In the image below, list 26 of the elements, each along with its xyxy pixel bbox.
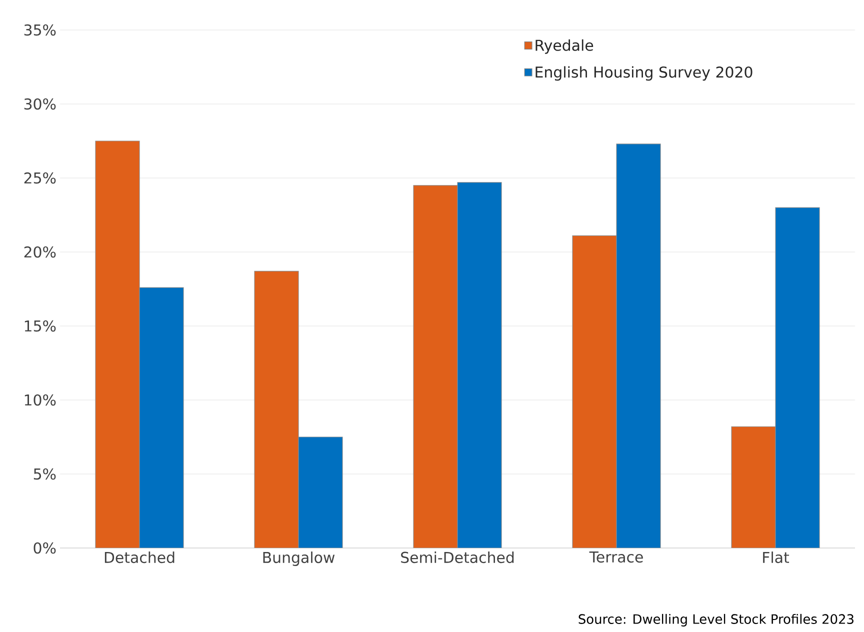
x-tick-label: Semi-Detached xyxy=(401,552,514,564)
y-tick-label: 5% xyxy=(34,468,56,480)
legend-label: English Housing Survey 2020 xyxy=(536,66,752,81)
y-tick-label: 25% xyxy=(24,172,56,184)
x-tick-label: Bungalow xyxy=(263,552,335,566)
y-tick-label: 20% xyxy=(24,246,56,258)
y-tick-label: 30% xyxy=(24,98,56,110)
x-tick-label: Flat xyxy=(763,552,790,564)
bar xyxy=(413,185,458,548)
bar xyxy=(95,140,140,548)
bar xyxy=(731,426,776,548)
y-tick-label: 0% xyxy=(34,542,56,554)
bar xyxy=(457,182,502,548)
source-note: Source: Dwelling Level Stock Profiles 2023 xyxy=(578,614,854,626)
bar xyxy=(775,207,820,548)
x-tick-label: Detached xyxy=(104,552,174,564)
y-tick-label: 15% xyxy=(24,320,56,332)
legend-label: Ryedale xyxy=(536,39,594,54)
bar xyxy=(572,235,617,548)
bar xyxy=(139,287,184,548)
x-tick-label: Terrace xyxy=(589,552,643,563)
bar xyxy=(298,436,343,548)
bar xyxy=(254,270,299,548)
y-tick-label: 35% xyxy=(24,24,56,36)
y-tick-label: 10% xyxy=(24,394,56,406)
bar xyxy=(616,144,661,548)
